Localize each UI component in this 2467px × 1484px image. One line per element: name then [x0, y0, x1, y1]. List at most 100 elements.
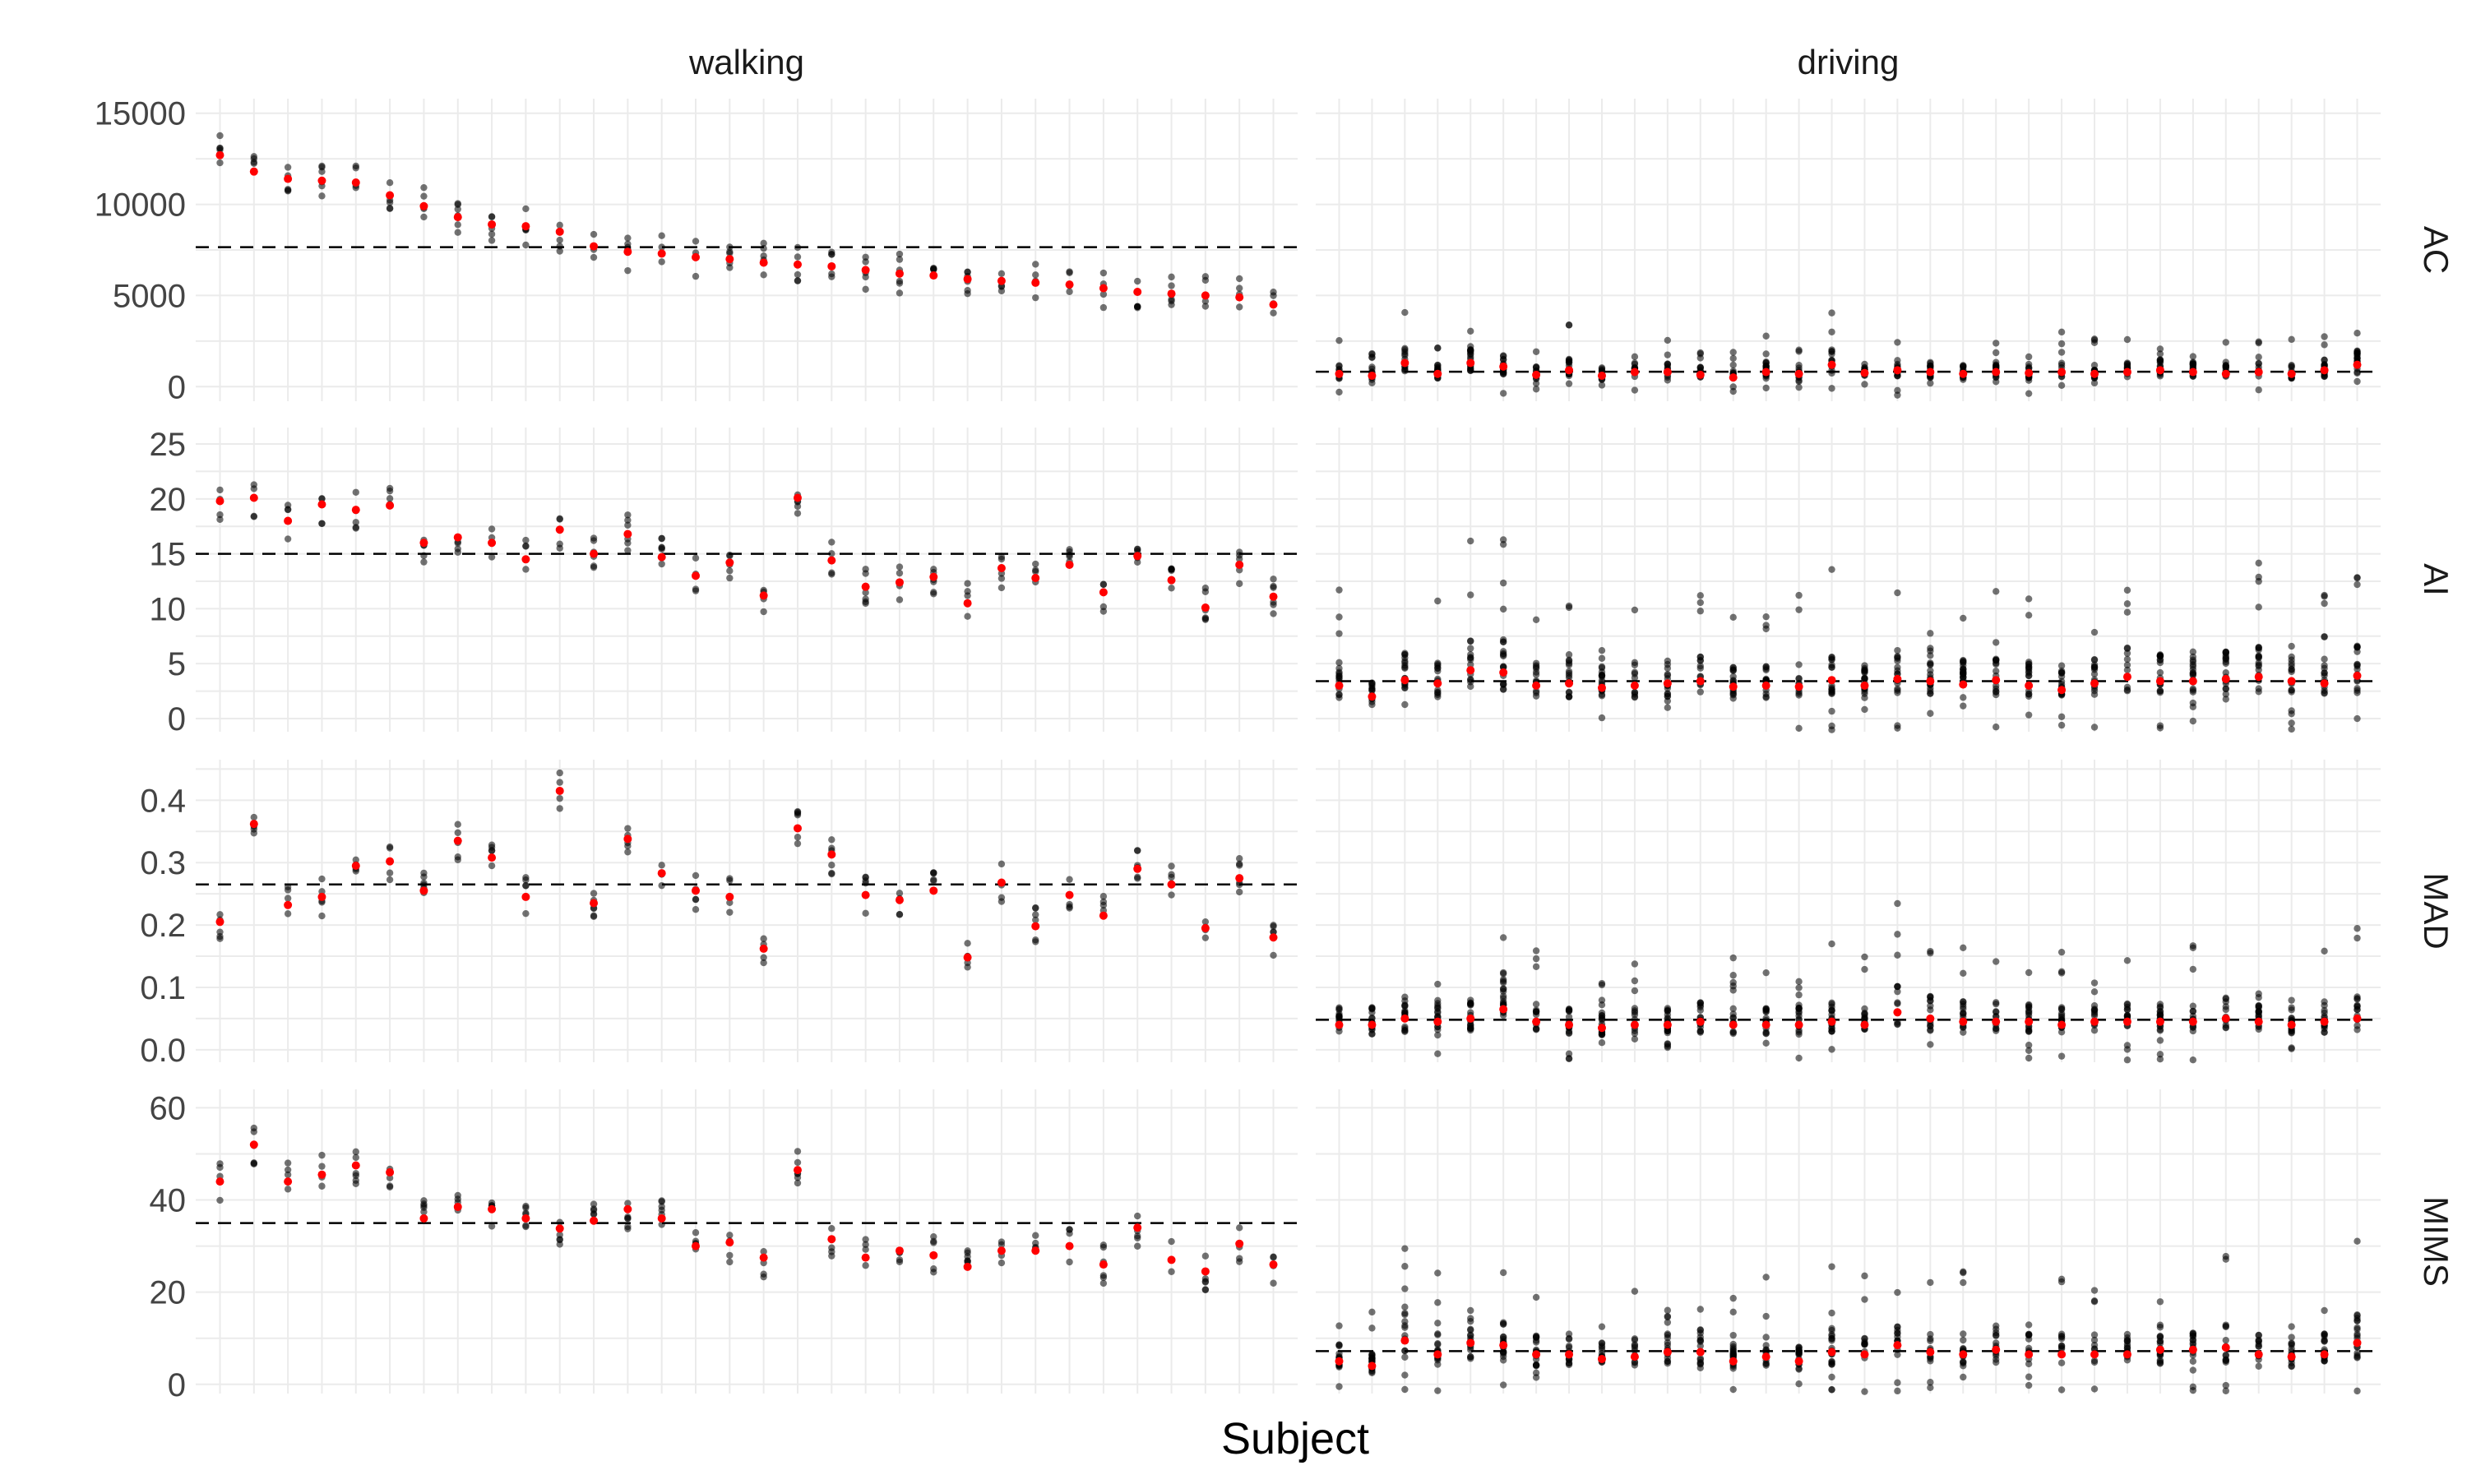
mean-point	[1368, 371, 1377, 380]
mean-point	[488, 1204, 497, 1214]
data-point	[1664, 657, 1672, 665]
data-point	[352, 525, 359, 532]
data-point	[1631, 1029, 1639, 1038]
data-point	[794, 1179, 802, 1187]
data-point	[828, 862, 835, 869]
data-point	[1894, 589, 1901, 597]
data-point	[2090, 988, 2099, 996]
data-point	[794, 1174, 802, 1181]
data-point	[794, 510, 802, 517]
data-point	[590, 890, 598, 897]
data-point	[1993, 1008, 2000, 1015]
data-point	[1434, 1269, 1442, 1277]
data-point	[2025, 711, 2033, 719]
mean-point	[453, 213, 462, 222]
mean-point	[1433, 679, 1442, 688]
data-point	[488, 525, 496, 533]
mean-point	[1630, 1020, 1639, 1029]
data-point	[760, 271, 767, 279]
data-point	[1894, 391, 1901, 399]
mean-point	[1201, 291, 1210, 300]
data-point	[2057, 381, 2066, 390]
y-tick-label: 15	[150, 537, 187, 573]
data-point	[216, 145, 224, 152]
data-point	[590, 1200, 598, 1208]
data-point	[1861, 1015, 1868, 1022]
data-point	[2090, 1027, 2099, 1034]
data-point	[352, 519, 359, 526]
data-point	[624, 240, 632, 247]
mean-point	[2188, 368, 2197, 377]
mean-point	[1860, 1020, 1869, 1029]
data-point	[1434, 659, 1442, 667]
mean-point	[419, 1214, 428, 1223]
data-point	[284, 1171, 292, 1178]
data-point	[2057, 662, 2066, 669]
mean-point	[861, 1253, 870, 1262]
data-point	[2255, 654, 2262, 662]
data-point	[488, 553, 496, 561]
data-point	[1729, 361, 1737, 369]
data-point	[997, 575, 1006, 582]
mean-point	[929, 886, 938, 895]
data-point	[896, 890, 904, 897]
mean-point	[1065, 280, 1074, 289]
data-point	[1795, 1351, 1803, 1358]
mean-point	[2057, 1350, 2067, 1359]
mean-point	[2155, 366, 2164, 375]
data-point	[1631, 1035, 1639, 1042]
mean-point	[386, 191, 395, 200]
data-point	[2189, 1336, 2197, 1344]
data-point	[2025, 353, 2033, 361]
data-point	[2123, 666, 2131, 674]
data-point	[1099, 269, 1108, 277]
data-point	[2321, 689, 2328, 696]
mean-point	[1269, 300, 1278, 309]
data-point	[454, 206, 461, 213]
mean-point	[2057, 686, 2067, 695]
data-point	[2025, 661, 2033, 668]
mean-point	[1696, 677, 1705, 686]
data-point	[1401, 1310, 1409, 1317]
data-point	[1499, 976, 1507, 983]
data-point	[1861, 1388, 1868, 1395]
data-point	[1993, 349, 2000, 357]
data-point	[454, 221, 461, 229]
data-point	[2156, 356, 2164, 363]
data-point	[726, 908, 734, 916]
data-point	[2222, 358, 2229, 366]
data-point	[1631, 606, 1639, 614]
data-point	[1565, 380, 1573, 387]
mean-point	[386, 1167, 395, 1177]
data-point	[1894, 951, 1901, 959]
data-point	[1696, 1338, 1704, 1345]
data-point	[1467, 1026, 1474, 1034]
data-point	[1032, 567, 1039, 576]
data-point	[2123, 1006, 2131, 1014]
mean-point	[1794, 1357, 1803, 1366]
data-point	[1861, 662, 1868, 669]
data-point	[1993, 588, 2000, 595]
mean-point	[997, 276, 1006, 285]
data-point	[1894, 1000, 1901, 1008]
mean-point	[827, 556, 836, 565]
data-point	[2354, 1026, 2361, 1033]
data-point	[1134, 1212, 1141, 1220]
data-point	[2090, 979, 2099, 987]
data-point	[2222, 1323, 2229, 1330]
data-point	[2255, 1362, 2262, 1370]
data-point	[760, 608, 767, 616]
mean-point	[1959, 369, 1968, 378]
data-point	[2321, 1357, 2328, 1364]
mean-point	[1630, 681, 1639, 690]
data-point	[1368, 1030, 1376, 1038]
data-point	[1168, 282, 1175, 289]
data-point	[352, 1148, 359, 1156]
data-point	[1631, 689, 1639, 696]
mean-point	[1335, 681, 1344, 690]
data-point	[2025, 1042, 2033, 1049]
data-point	[1270, 309, 1277, 317]
panel-mims-walking	[196, 1089, 1298, 1394]
data-point	[2123, 650, 2131, 657]
data-point	[1861, 1296, 1868, 1303]
